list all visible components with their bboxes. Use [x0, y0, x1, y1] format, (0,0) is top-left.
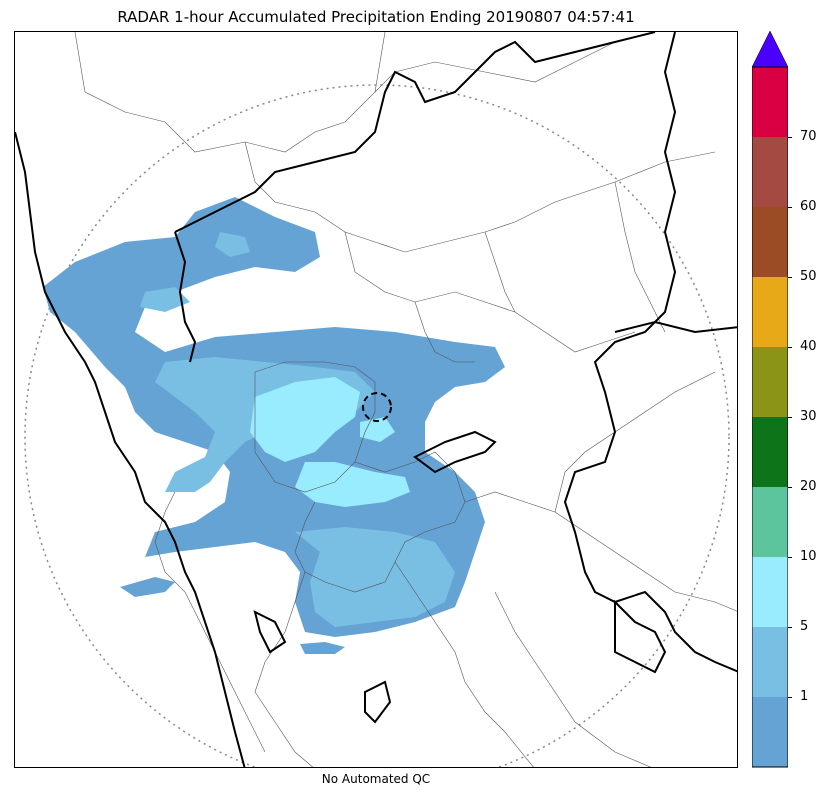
precipitation-colorbar: [751, 30, 789, 768]
colorbar-tick-mark: [788, 417, 792, 418]
colorbar-tick-label: 5: [800, 619, 809, 634]
colorbar-bin: [752, 627, 788, 697]
precip-heavy-areas: [250, 377, 410, 507]
colorbar-bin: [752, 277, 788, 347]
colorbar-tick-label: 70: [800, 129, 817, 144]
colorbar-tick-mark: [788, 487, 792, 488]
colorbar-bin: [752, 557, 788, 627]
colorbar-tick-mark: [788, 557, 792, 558]
colorbar-tick-mark: [788, 277, 792, 278]
colorbar-tick-label: 20: [800, 479, 817, 494]
colorbar-tick-mark: [788, 137, 792, 138]
radar-site-marker: [362, 392, 392, 422]
colorbar-tick-mark: [788, 697, 792, 698]
colorbar-tick-label: 60: [800, 199, 817, 214]
colorbar-tick-label: 50: [800, 269, 817, 284]
qc-footnote: No Automated QC: [321, 772, 431, 786]
colorbar-tick-label: 30: [800, 409, 817, 424]
colorbar-bin: [752, 347, 788, 417]
colorbar-tick-mark: [788, 347, 792, 348]
colorbar-tick-mark: [788, 627, 792, 628]
colorbar-tick-mark: [788, 207, 792, 208]
radar-map: [14, 31, 738, 768]
colorbar-bin: [752, 417, 788, 487]
colorbar-tick-label: 1: [800, 689, 809, 704]
state-boundaries: [15, 32, 737, 767]
colorbar-bin: [752, 207, 788, 277]
colorbar-bin: [752, 697, 788, 767]
colorbar-bin: [752, 487, 788, 557]
colorbar-bin: [752, 137, 788, 207]
colorbar-bin: [752, 67, 788, 137]
radar-range-ring: [24, 84, 730, 767]
colorbar-extend-arrow: [751, 30, 789, 68]
colorbar-tick-label: 40: [800, 339, 817, 354]
map-title: RADAR 1-hour Accumulated Precipitation E…: [117, 8, 635, 26]
colorbar-tick-label: 10: [800, 549, 817, 564]
district-boundaries: [74, 32, 737, 767]
